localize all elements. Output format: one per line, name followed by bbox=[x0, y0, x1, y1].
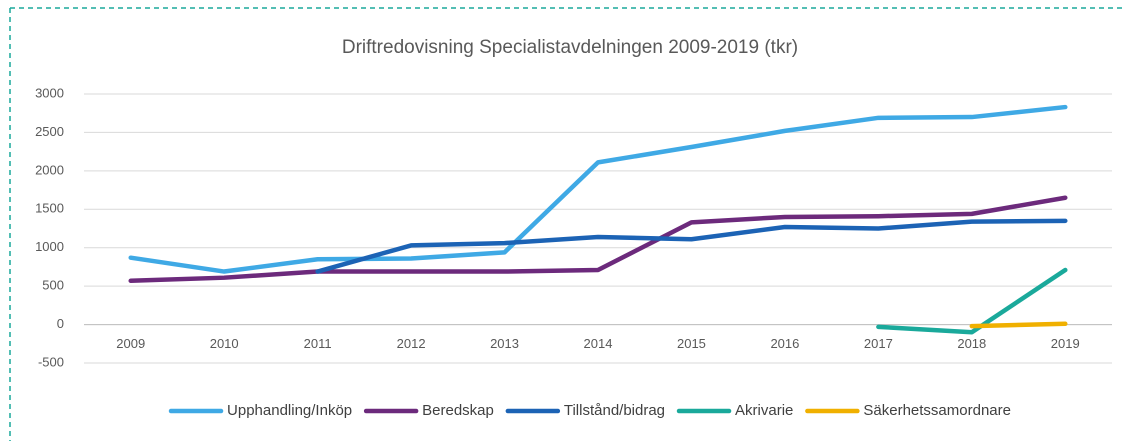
y-tick-label: 2500 bbox=[35, 124, 64, 139]
y-tick-label: 500 bbox=[42, 278, 64, 293]
series-line bbox=[969, 321, 1068, 329]
legend-text: Säkerhetssamordnare bbox=[863, 402, 1011, 419]
x-tick-label: 2012 bbox=[397, 336, 426, 351]
x-tick-label: 2018 bbox=[957, 336, 986, 351]
series-line bbox=[315, 218, 1068, 274]
y-tick-label: 0 bbox=[57, 316, 64, 331]
x-tick-label: 2011 bbox=[304, 336, 332, 351]
x-tick-label: 2015 bbox=[677, 336, 706, 351]
x-tick-label: 2017 bbox=[864, 336, 893, 351]
series-line bbox=[128, 195, 1068, 284]
x-tick-label: 2016 bbox=[770, 336, 799, 351]
x-tick-label: 2013 bbox=[490, 336, 519, 351]
y-tick-label: 1500 bbox=[35, 201, 64, 216]
y-tick-label: 1000 bbox=[35, 239, 64, 254]
legend-text: Tillstånd/bidrag bbox=[564, 402, 665, 419]
chart-title: Driftredovisning Specialistavdelningen 2… bbox=[342, 37, 798, 58]
series-line bbox=[128, 104, 1068, 274]
x-tick-label: 2010 bbox=[210, 336, 239, 351]
y-tick-label: 3000 bbox=[35, 85, 64, 100]
y-tick-label: -500 bbox=[38, 354, 64, 369]
x-tick-label: 2014 bbox=[584, 336, 613, 351]
legend-text: Beredskap bbox=[422, 402, 494, 419]
x-tick-label: 2009 bbox=[116, 336, 145, 351]
x-tick-label: 2019 bbox=[1051, 336, 1080, 351]
legend-text: Upphandling/Inköp bbox=[227, 402, 352, 419]
y-tick-label: 2000 bbox=[35, 162, 64, 177]
legend-text: Akrivarie bbox=[735, 402, 793, 419]
series-line bbox=[876, 267, 1068, 335]
